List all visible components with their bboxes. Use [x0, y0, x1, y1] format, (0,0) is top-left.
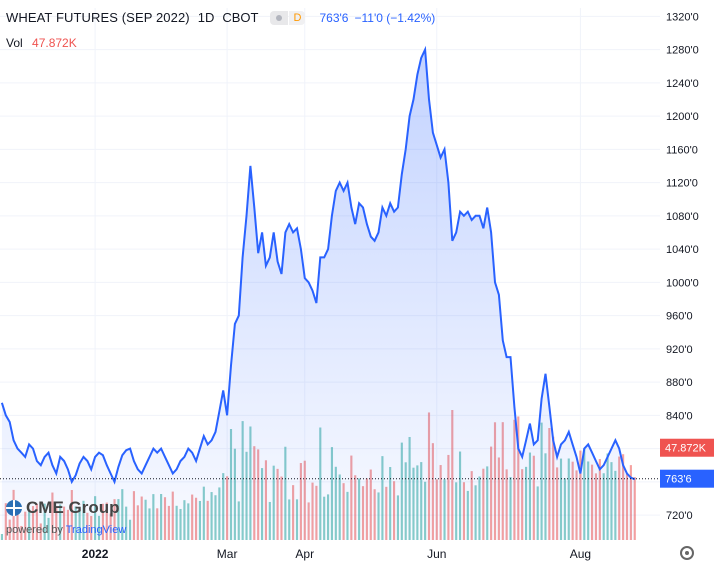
- price-tick-label: 1040'0: [666, 244, 699, 256]
- price-tick-label: 1320'0: [666, 11, 699, 23]
- price-tick-label: 960'0: [666, 311, 693, 323]
- price-tick-label: 1240'0: [666, 78, 699, 90]
- price-tick-label: 1280'0: [666, 45, 699, 57]
- settings-gear-icon[interactable]: [680, 546, 694, 560]
- market-status-icon: [270, 10, 289, 25]
- volume-value: 47.872K: [32, 36, 77, 50]
- symbol-title[interactable]: WHEAT FUTURES (SEP 2022): [6, 10, 190, 25]
- price-tag-label: 763'6: [665, 474, 692, 486]
- cme-globe-icon: [6, 500, 22, 516]
- price-tick-label: 920'0: [666, 344, 693, 356]
- time-tick-label: Aug: [570, 547, 591, 561]
- volume-label: Vol: [6, 36, 23, 50]
- cme-logo[interactable]: CME Group: [6, 498, 126, 518]
- powered-by[interactable]: powered by TradingView: [6, 524, 126, 536]
- cme-name: CME Group: [26, 498, 120, 517]
- time-tick-label: 2022: [82, 547, 109, 561]
- branding: CME Group powered by TradingView: [6, 498, 126, 536]
- volume-tag-label: 47.872K: [665, 443, 707, 455]
- price-tick-label: 1000'0: [666, 277, 699, 289]
- price-axis[interactable]: 720'0760'0800'0840'0880'0920'0960'01000'…: [666, 11, 699, 522]
- timeframe-label[interactable]: 1D: [197, 10, 215, 25]
- time-tick-label: Apr: [295, 547, 314, 561]
- price-tick-label: 1080'0: [666, 211, 699, 223]
- time-tick-label: Jun: [427, 547, 446, 561]
- price-tick-label: 1120'0: [666, 178, 698, 190]
- volume-legend: Vol 47.872K: [6, 36, 77, 50]
- price-area-fill: [1, 49, 635, 540]
- price-change: −11'0 (−1.42%): [354, 10, 436, 25]
- delayed-badge: D: [289, 10, 306, 25]
- price-tick-label: 1200'0: [666, 111, 699, 123]
- powered-by-label: powered by: [6, 524, 63, 536]
- last-price: 763'6: [319, 10, 349, 25]
- price-tick-label: 880'0: [666, 377, 693, 389]
- exchange-label: CBOT: [222, 10, 259, 25]
- volume-tag-bg: [660, 438, 714, 457]
- price-tick-label: 720'0: [666, 510, 693, 522]
- price-tick-label: 1160'0: [666, 144, 698, 156]
- price-tag-bg: [660, 469, 714, 488]
- time-axis[interactable]: 2022 Mar Apr Jun Aug: [82, 547, 591, 561]
- chart-legend: WHEAT FUTURES (SEP 2022) 1D CBOT D 763'6…: [6, 10, 435, 25]
- axis-tags: 47.872K 763'6: [660, 438, 714, 488]
- price-tick-label: 840'0: [666, 410, 693, 422]
- tradingview-link[interactable]: TradingView: [65, 524, 127, 536]
- price-line: [0, 45, 636, 485]
- time-tick-label: Mar: [217, 547, 238, 561]
